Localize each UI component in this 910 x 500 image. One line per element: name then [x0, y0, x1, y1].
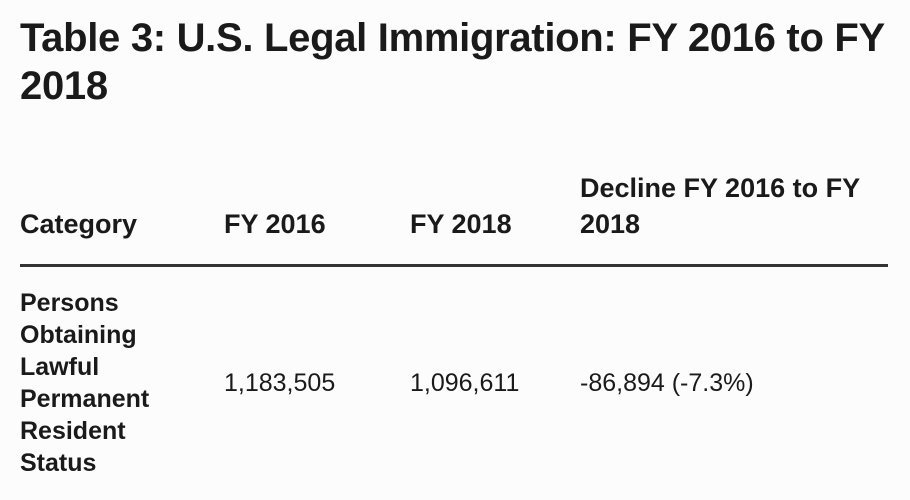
cell-decline: -86,894 (-7.3%) [580, 369, 754, 397]
cell-category: Persons Obtaining Lawful Permanent Resid… [20, 266, 224, 480]
cell-fy2016: 1,183,505 [224, 369, 336, 397]
category-label: Persons Obtaining Lawful Permanent Resid… [20, 289, 150, 477]
immigration-table: Category FY 2016 FY 2018 Decline FY 2016… [20, 170, 888, 479]
table-header-row: Category FY 2016 FY 2018 Decline FY 2016… [20, 170, 888, 267]
column-header-fy2016: FY 2016 [224, 170, 410, 267]
cell-fy2018: 1,096,611 [410, 369, 520, 397]
table-row: Persons Obtaining Lawful Permanent Resid… [20, 266, 888, 480]
column-header-fy2018: FY 2018 [410, 170, 580, 267]
column-header-decline: Decline FY 2016 to FY 2018 [580, 170, 888, 267]
column-header-category: Category [20, 170, 224, 267]
page-title: Table 3: U.S. Legal Immigration: FY 2016… [20, 16, 885, 108]
